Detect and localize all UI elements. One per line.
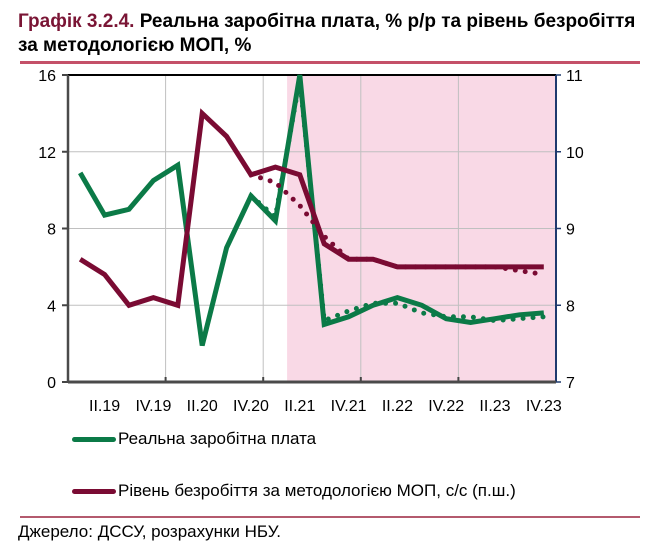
x-tick-label: IV.22 xyxy=(428,398,464,415)
series-line-forecast xyxy=(248,172,547,277)
y-tick-label-right: 11 xyxy=(566,68,583,85)
series-line xyxy=(78,74,544,347)
footer-divider xyxy=(20,516,640,518)
y-tick-label-left: 12 xyxy=(38,145,56,162)
y-tick-label-left: 0 xyxy=(47,375,56,392)
x-tick-label: II.21 xyxy=(284,398,315,415)
x-tick-label: IV.23 xyxy=(526,398,562,415)
x-tick-label: IV.20 xyxy=(233,398,269,415)
legend-swatch-wages xyxy=(72,436,116,442)
y-tick-label-left: 4 xyxy=(47,298,56,315)
legend-swatch-unemployment xyxy=(72,488,116,494)
y-tick-label-right: 7 xyxy=(566,375,575,392)
y-tick-label-right: 9 xyxy=(566,222,575,239)
chart-title: Графік 3.2.4. Реальна заробітна плата, %… xyxy=(18,10,648,58)
x-tick-label: II.23 xyxy=(479,398,510,415)
chart-number: Графік 3.2.4. xyxy=(18,11,135,32)
x-tick-label: II.20 xyxy=(187,398,218,415)
y-tick-label-left: 8 xyxy=(47,222,56,239)
legend-item-unemployment: Рівень безробіття за методологією МОП, с… xyxy=(72,481,516,501)
title-divider xyxy=(20,61,640,64)
legend-label-unemployment: Рівень безробіття за методологією МОП, с… xyxy=(118,481,516,500)
y-tick-label-right: 8 xyxy=(566,298,575,315)
legend-label-wages: Реальна заробітна плата xyxy=(118,429,317,448)
y-tick-label-left: 16 xyxy=(38,68,56,85)
x-tick-label: IV.19 xyxy=(135,398,171,415)
series-line-forecast xyxy=(248,78,547,325)
line-chart: 0 4 8 12 16 7 8 9 10 11 II.19 IV.19 II.20 IV.20 II.21 I… xyxy=(38,68,584,415)
legend-item-wages: Реальна заробітна плата xyxy=(72,429,316,449)
x-tick-label: II.19 xyxy=(89,398,120,415)
x-tick-label: II.22 xyxy=(382,398,413,415)
y-tick-label-right: 10 xyxy=(566,145,584,162)
chart-title-text: Реальна заробітна плата, % р/р та рівень… xyxy=(18,11,636,56)
x-tick-label: IV.21 xyxy=(331,398,367,415)
source-note: Джерело: ДССУ, розрахунки НБУ. xyxy=(18,522,281,541)
